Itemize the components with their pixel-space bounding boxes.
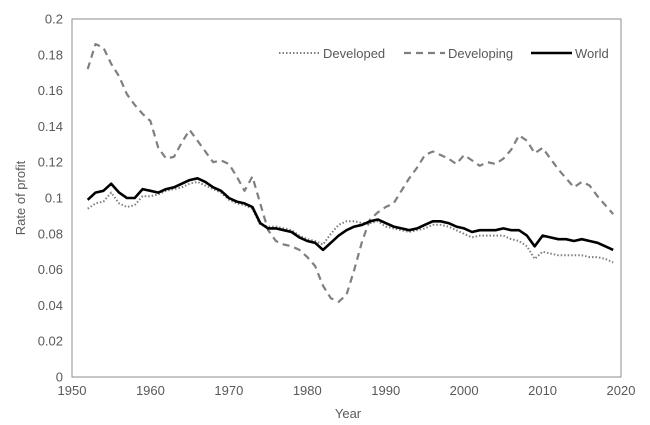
y-tick-label: 0.02 — [38, 334, 63, 349]
series-line-developing — [86, 42, 615, 303]
x-tick-label: 1980 — [293, 383, 322, 398]
x-tick-label: 1960 — [136, 383, 165, 398]
series-line-developed — [87, 180, 614, 264]
y-tick-label: 0 — [56, 370, 63, 385]
legend: Developed Developing World — [279, 46, 609, 61]
x-tick-label: 1950 — [58, 383, 87, 398]
plot-area — [71, 18, 622, 378]
x-tick-label: 2010 — [528, 383, 557, 398]
y-tick-label: 0.12 — [38, 155, 63, 170]
x-tick-label: 1990 — [371, 383, 400, 398]
legend-label-developing: Developing — [448, 46, 513, 61]
x-tick-label: 1970 — [214, 383, 243, 398]
y-tick-label: 0.18 — [38, 47, 63, 62]
series-line-world — [86, 177, 614, 252]
y-tick-label: 0.08 — [38, 226, 63, 241]
y-tick-label: 0.14 — [38, 119, 63, 134]
y-tick-label: 0.06 — [38, 262, 63, 277]
y-tick-label: 0.04 — [38, 298, 63, 313]
legend-label-world: World — [575, 46, 609, 61]
y-tick-label: 0.2 — [45, 12, 63, 27]
legend-label-developed: Developed — [323, 46, 385, 61]
x-tick-label: 2000 — [450, 383, 479, 398]
y-tick-label: 0.16 — [38, 83, 63, 98]
x-tick-label: 2020 — [607, 383, 636, 398]
y-axis-label: Rate of profit — [13, 160, 28, 235]
x-axis-label: Year — [335, 406, 362, 421]
y-tick-label: 0.1 — [45, 191, 63, 206]
